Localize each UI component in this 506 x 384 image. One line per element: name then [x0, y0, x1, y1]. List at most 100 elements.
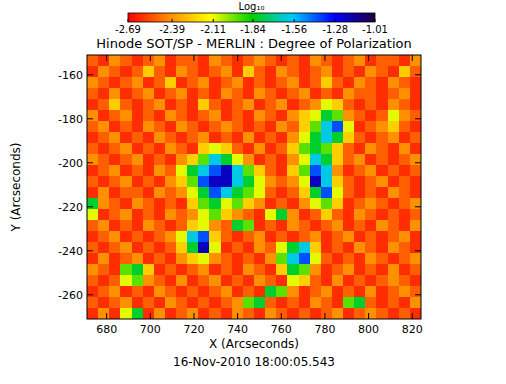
cell [132, 264, 144, 276]
cell [388, 165, 400, 177]
cell [109, 209, 121, 221]
cell [243, 88, 255, 100]
cell [410, 154, 421, 166]
colorbar-tick-label: -1.56 [281, 24, 307, 35]
cell [143, 165, 155, 177]
cell [165, 165, 177, 177]
cell [232, 231, 244, 243]
cell [98, 187, 110, 199]
cell [254, 286, 266, 298]
cell [276, 77, 288, 89]
plot-frame [87, 55, 421, 319]
cell [243, 121, 255, 133]
cell [187, 176, 199, 188]
cell [299, 308, 311, 319]
cell [109, 297, 121, 309]
cell [321, 165, 333, 177]
cell [176, 110, 188, 122]
cell [354, 132, 366, 144]
cell [365, 231, 377, 243]
cell [299, 154, 311, 166]
cell [120, 264, 132, 276]
cell [254, 297, 266, 309]
cell [232, 187, 244, 199]
cell [388, 209, 400, 221]
colorbar-tick [172, 19, 173, 22]
cell [143, 275, 155, 287]
cell [109, 143, 121, 155]
cell [198, 55, 210, 67]
cell [354, 121, 366, 133]
cell [343, 110, 355, 122]
cell [299, 264, 311, 276]
cell [165, 66, 177, 78]
cell [165, 143, 177, 155]
cell [399, 297, 411, 309]
cell [388, 253, 400, 265]
cell [198, 275, 210, 287]
cell [332, 220, 344, 232]
cell [254, 242, 266, 254]
cell [321, 132, 333, 144]
cell [98, 286, 110, 298]
cell [399, 66, 411, 78]
cell [376, 308, 388, 319]
cell [98, 176, 110, 188]
cell [176, 55, 188, 67]
cell [120, 55, 132, 67]
cell [98, 66, 110, 78]
cell [321, 110, 333, 122]
cell [265, 88, 277, 100]
cell [143, 242, 155, 254]
cell [410, 286, 421, 298]
cell [287, 297, 299, 309]
cell [365, 77, 377, 89]
cell [365, 275, 377, 287]
cell [120, 209, 132, 221]
cell [276, 99, 288, 111]
cell [176, 121, 188, 133]
cell [276, 66, 288, 78]
cell [310, 55, 322, 67]
cell [310, 198, 322, 210]
cell [287, 77, 299, 89]
cell [187, 143, 199, 155]
y-tick-label: -160 [58, 69, 83, 82]
cell [376, 187, 388, 199]
cell [232, 121, 244, 133]
cell [376, 66, 388, 78]
cell [399, 88, 411, 100]
cell [310, 286, 322, 298]
cell [187, 220, 199, 232]
cell [276, 88, 288, 100]
cell [209, 242, 221, 254]
cell [120, 88, 132, 100]
cell [276, 286, 288, 298]
cell [254, 55, 266, 67]
cell [187, 77, 199, 89]
cell [265, 110, 277, 122]
colorbar-tick [294, 19, 295, 22]
cell [209, 132, 221, 144]
cell [98, 242, 110, 254]
y-tick-label: -180 [58, 113, 83, 126]
cell [87, 77, 99, 89]
cell [388, 132, 400, 144]
cell [109, 308, 121, 319]
cell [332, 308, 344, 319]
cell [132, 99, 144, 111]
colorbar-tick-label: -1.84 [240, 24, 266, 35]
cell [410, 242, 421, 254]
cell [98, 209, 110, 221]
cell [343, 253, 355, 265]
cell [132, 165, 144, 177]
cell [132, 253, 144, 265]
cell [143, 132, 155, 144]
cell [98, 198, 110, 210]
y-tick [415, 250, 421, 251]
cell [154, 88, 166, 100]
cell [365, 242, 377, 254]
cell [332, 231, 344, 243]
cell [287, 187, 299, 199]
cell [221, 55, 233, 67]
